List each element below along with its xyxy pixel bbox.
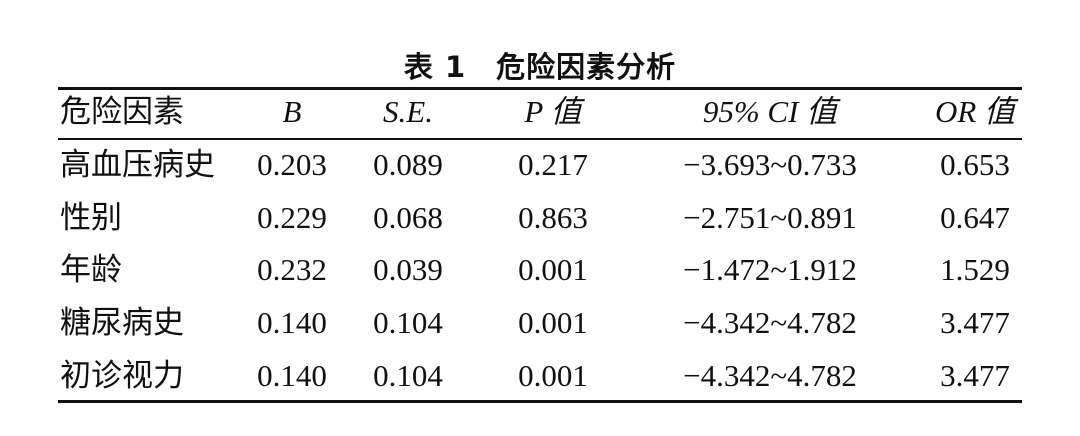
header-cell: S.E. <box>383 94 433 129</box>
table-cell: 0.140 <box>257 305 327 340</box>
table-cell: −3.693~0.733 <box>683 147 857 182</box>
header-rule <box>58 138 1022 140</box>
table-cell: 0.068 <box>373 200 443 235</box>
table-cell: 0.653 <box>940 147 1010 182</box>
header-cell: 危险因素 <box>60 94 184 129</box>
table-cell: 3.477 <box>940 358 1010 393</box>
table-cell: 性别 <box>60 200 122 235</box>
table-cell: −1.472~1.912 <box>683 252 857 287</box>
table-cell: 1.529 <box>940 252 1010 287</box>
bottom-rule <box>58 400 1022 403</box>
table-cell: 0.001 <box>518 358 588 393</box>
table-cell: 糖尿病史 <box>60 305 184 340</box>
table-cell: 0.232 <box>257 252 327 287</box>
table-cell: −4.342~4.782 <box>683 358 857 393</box>
header-cell: 95% CI 值 <box>702 94 838 129</box>
table-cell: 0.140 <box>257 358 327 393</box>
table-cell: −2.751~0.891 <box>683 200 857 235</box>
header-cell: OR 值 <box>934 94 1016 129</box>
table-cell: 年龄 <box>60 252 122 287</box>
table-cell: 0.647 <box>940 200 1010 235</box>
table-cell: 0.229 <box>257 200 327 235</box>
table-cell: 初诊视力 <box>60 358 184 393</box>
table-cell: 0.217 <box>518 147 588 182</box>
table-cell: 0.089 <box>373 147 443 182</box>
table-cell: 0.001 <box>518 252 588 287</box>
table-cell: 0.039 <box>373 252 443 287</box>
header-cell: P 值 <box>524 94 582 129</box>
table-title: 表 1 危险因素分析 <box>403 50 677 84</box>
table-cell: 0.104 <box>373 358 443 393</box>
table-cell: 高血压病史 <box>60 147 215 182</box>
table-cell: 0.203 <box>257 147 327 182</box>
table-cell: −4.342~4.782 <box>683 305 857 340</box>
header-cell: B <box>282 94 302 129</box>
table-cell: 3.477 <box>940 305 1010 340</box>
table-cell: 0.863 <box>518 200 588 235</box>
table-cell: 0.001 <box>518 305 588 340</box>
top-rule <box>58 87 1022 90</box>
table-cell: 0.104 <box>373 305 443 340</box>
